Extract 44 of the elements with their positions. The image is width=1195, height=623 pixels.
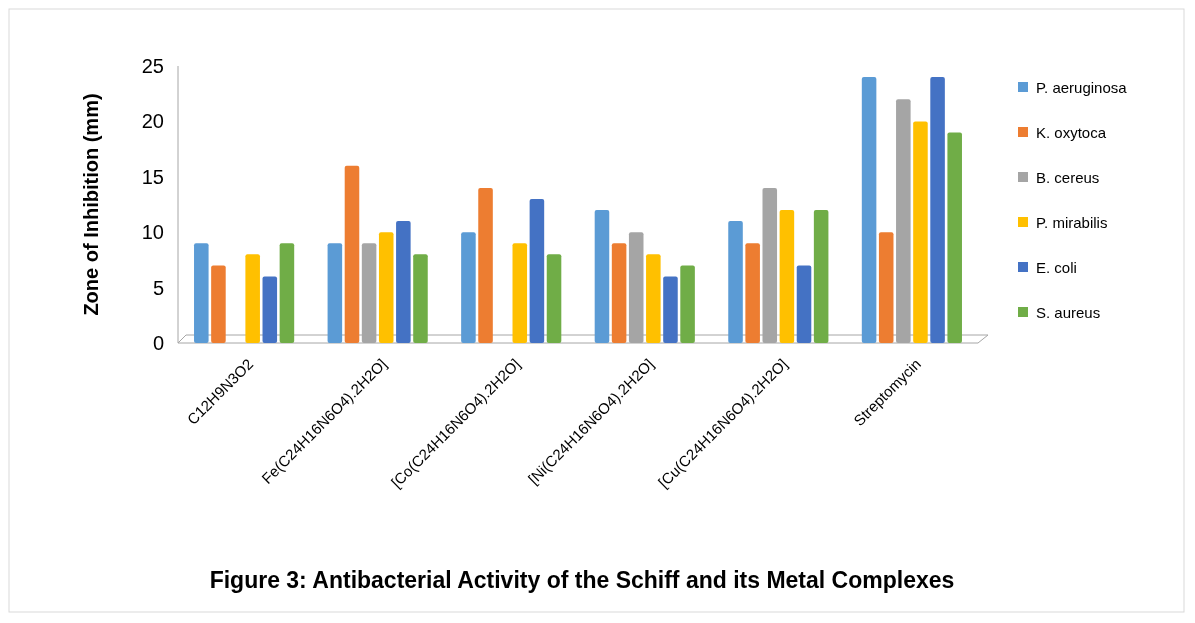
y-tick-label: 20 [141,110,164,133]
bar [327,243,343,343]
bar [546,254,562,343]
bar [594,210,610,343]
bar [796,265,812,343]
y-axis-title: Zone of Inhibition (mm) [80,93,102,316]
bar [861,77,877,343]
legend-label: K. oxytoca [1036,124,1107,142]
y-tick-label: 25 [141,55,164,77]
bar [344,165,360,343]
legend-label: B. cereus [1036,169,1100,187]
legend-label: S. aureus [1036,304,1101,322]
legend-label: E. coli [1036,259,1077,277]
bar [279,243,295,343]
bar [262,276,278,343]
y-tick-label: 10 [141,221,164,244]
bar [512,243,528,343]
legend-label: P. aeruginosa [1036,79,1128,97]
bar [211,265,226,343]
bar [396,221,411,343]
legend-label: P. mirabilis [1036,214,1108,232]
bar [930,77,945,343]
bar [663,276,678,343]
bar [646,254,661,343]
bar [745,243,760,343]
y-tick-label: 0 [152,332,164,354]
bar [194,243,209,343]
bar [728,221,743,343]
bar [611,243,627,343]
bar [245,254,260,343]
bar [779,210,795,343]
bar [461,232,476,343]
bar [947,132,962,343]
bar [529,198,545,343]
bar [878,232,894,343]
bar [813,210,829,343]
bar [378,232,394,343]
bar [478,187,493,343]
y-tick-label: 15 [141,165,164,188]
bar [680,265,695,343]
bar [413,254,428,343]
y-tick-label: 5 [152,276,164,299]
text: Figure 3: Antibacterial Activity of the Schiff and its Metal Complexes [209,567,955,593]
bar [913,121,928,343]
